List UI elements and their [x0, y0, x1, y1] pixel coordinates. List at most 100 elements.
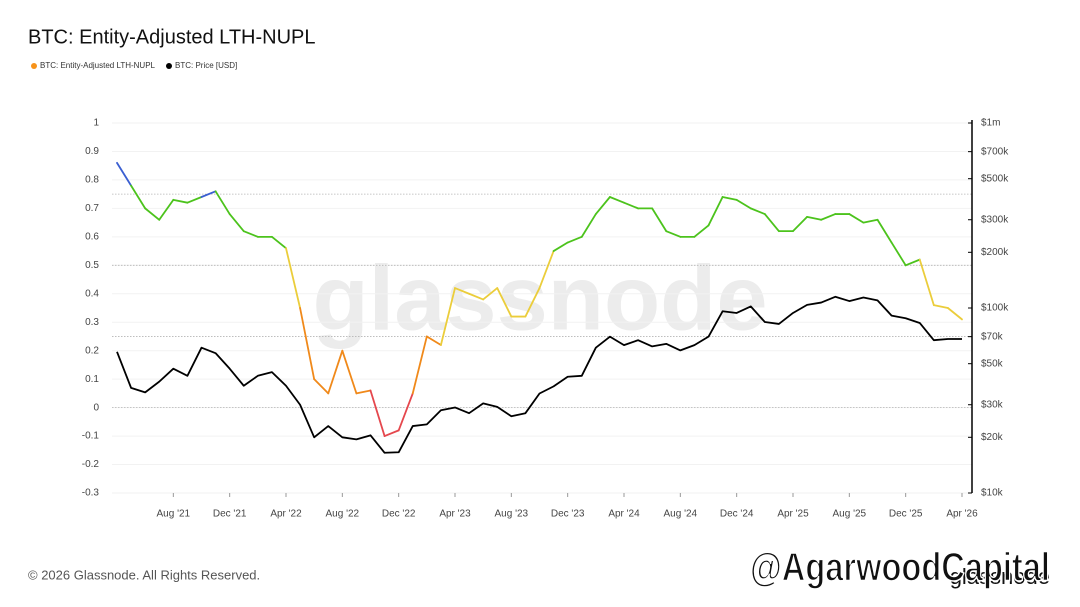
- y-tick-label: -0.3: [82, 488, 100, 499]
- y2-tick-label: $70k: [981, 331, 1004, 342]
- plot-area: [116, 161, 963, 454]
- y2-tick-label: $1m: [981, 118, 1000, 129]
- x-tick-label: Dec '23: [551, 509, 585, 520]
- nupl-segment: [468, 292, 485, 301]
- nupl-segment: [693, 224, 710, 238]
- x-tick-label: Dec '25: [889, 509, 923, 520]
- nupl-segment: [200, 190, 217, 198]
- x-tick-label: Aug '23: [495, 509, 529, 520]
- nupl-segment: [496, 287, 513, 318]
- nupl-segment: [566, 235, 583, 244]
- y2-tick-label: $200k: [981, 247, 1009, 258]
- y2-tick-label: $700k: [981, 146, 1009, 157]
- nupl-segment: [383, 429, 400, 437]
- x-tick-label: Apr '26: [946, 509, 978, 520]
- nupl-segment: [341, 349, 358, 395]
- price-line: [116, 295, 962, 454]
- x-tick-label: Dec '21: [213, 509, 247, 520]
- nupl-segment: [792, 216, 808, 233]
- y-tick-label: 0.6: [85, 231, 99, 242]
- nupl-segment: [172, 198, 189, 204]
- y2-tick-label: $50k: [981, 358, 1004, 369]
- nupl-segment: [862, 218, 879, 224]
- x-tick-label: Apr '24: [608, 509, 640, 520]
- nupl-segment: [609, 196, 625, 204]
- x-tick-label: Dec '24: [720, 509, 754, 520]
- nupl-segment: [876, 218, 893, 244]
- nupl-segment: [242, 230, 259, 238]
- nupl-segment: [932, 304, 949, 309]
- x-tick-label: Dec '22: [382, 509, 416, 520]
- nupl-segment: [313, 378, 330, 395]
- legend: BTC: Entity-Adjusted LTH-NUPL BTC: Price …: [31, 61, 237, 70]
- brand: glassnode: [950, 564, 1050, 589]
- y-tick-label: 0: [93, 402, 99, 413]
- legend-marker: [31, 63, 37, 69]
- nupl-segment: [651, 207, 668, 233]
- y2-tick-label: $30k: [981, 399, 1004, 410]
- nupl-segment: [524, 287, 541, 318]
- y-tick-label: 0.2: [85, 345, 99, 356]
- nupl-segment: [806, 216, 823, 221]
- nupl-segment: [580, 213, 597, 238]
- nupl-segment: [397, 392, 414, 432]
- nupl-segment: [735, 198, 752, 210]
- nupl-segment: [890, 241, 907, 267]
- nupl-segment: [552, 241, 569, 252]
- x-tick-label: Aug '24: [664, 509, 698, 520]
- x-tick-label: Aug '21: [157, 509, 191, 520]
- y-tick-label: 0.8: [85, 175, 99, 186]
- y-tick-label: -0.2: [82, 459, 100, 470]
- y-tick-label: -0.1: [82, 431, 100, 442]
- y-tick-label: 0.9: [85, 146, 99, 157]
- nupl-segment: [425, 335, 442, 346]
- nupl-segment: [116, 161, 132, 187]
- nupl-segment: [848, 213, 865, 224]
- nupl-segment: [454, 287, 470, 295]
- nupl-segment: [355, 389, 372, 395]
- watermark: glassnode: [312, 247, 767, 349]
- x-tick-label: Apr '23: [439, 509, 471, 520]
- y-tick-label: 0.7: [85, 203, 99, 214]
- nupl-segment: [144, 207, 161, 221]
- y2-tick-label: $100k: [981, 303, 1009, 314]
- x-tick-label: Aug '25: [833, 509, 867, 520]
- nupl-segment: [228, 213, 245, 233]
- y-tick-label: 0.4: [85, 288, 99, 299]
- nupl-segment: [749, 207, 766, 215]
- nupl-segment: [918, 258, 935, 307]
- nupl-segment: [763, 213, 780, 233]
- nupl-segment: [130, 184, 147, 210]
- legend-label: BTC: Price [USD]: [175, 61, 237, 70]
- x-tick-label: Aug '22: [326, 509, 360, 520]
- nupl-segment: [947, 307, 963, 321]
- nupl-segment: [327, 349, 344, 395]
- y-tick-label: 0.1: [85, 374, 99, 385]
- nupl-segment: [411, 335, 428, 395]
- nupl-segment: [299, 307, 316, 381]
- legend-label: BTC: Entity-Adjusted LTH-NUPL: [40, 61, 156, 70]
- overlay-text: @AgarwoodCapital: [750, 546, 1050, 590]
- nupl-segment: [186, 196, 203, 204]
- y-tick-label: 0.3: [85, 317, 99, 328]
- nupl-segment: [820, 213, 837, 221]
- nupl-segment: [665, 230, 682, 238]
- nupl-segment: [594, 196, 611, 215]
- nupl-segment: [538, 250, 555, 289]
- chart-title: BTC: Entity-Adjusted LTH-NUPL: [28, 26, 316, 48]
- y2-tick-label: $300k: [981, 214, 1009, 225]
- nupl-segment: [158, 198, 175, 221]
- y-tick-label: 1: [93, 118, 99, 129]
- nupl-segment: [482, 287, 499, 301]
- nupl-segment: [904, 258, 921, 267]
- nupl-segment: [707, 196, 724, 227]
- x-tick-label: Apr '22: [270, 509, 302, 520]
- nupl-segment: [721, 196, 738, 201]
- nupl-segment: [440, 287, 456, 346]
- nupl-segment: [214, 190, 231, 215]
- y-tick-label: 0.5: [85, 260, 99, 271]
- legend-marker: [166, 63, 172, 69]
- y2-tick-label: $500k: [981, 173, 1009, 184]
